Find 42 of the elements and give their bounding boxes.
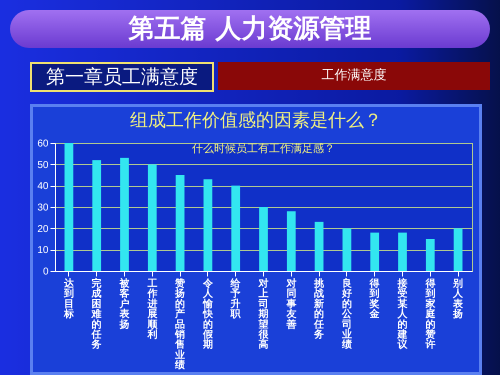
bar xyxy=(342,228,352,271)
annotation: 什么时候员工有工作满足感？ xyxy=(192,142,335,155)
category-label: 赞扬的产品销售业绩 xyxy=(175,278,186,372)
y-tick-label: 50 xyxy=(37,160,49,171)
bar xyxy=(120,158,129,271)
x-tick-label: 挑战新的任务 xyxy=(313,278,326,340)
x-tick-label: 别人表扬 xyxy=(452,278,464,320)
x-tick-label: 良好的公司业绩 xyxy=(340,278,353,351)
y-tick-label: 0 xyxy=(42,266,49,278)
bar xyxy=(148,164,157,271)
chart-subtitle: 组成工作价值感的因素是什么？ xyxy=(129,109,383,132)
text: 第一章员工满意度 xyxy=(30,62,214,92)
bar xyxy=(64,143,74,271)
bar xyxy=(286,211,296,271)
x-tick-label: 接受某人的建议 xyxy=(396,278,408,351)
text: 工作满意度 xyxy=(218,62,490,90)
bar xyxy=(259,207,268,271)
x-tick-label: 得到奖金 xyxy=(368,278,381,320)
x-tick-label: 令人愉快的假期 xyxy=(202,278,214,351)
bar xyxy=(454,228,462,271)
bar xyxy=(398,232,407,271)
bar xyxy=(231,186,240,271)
x-tick-label: 达到目标 xyxy=(62,278,75,320)
x-tick-label: 对上司期望很高 xyxy=(258,278,270,351)
bar xyxy=(92,160,102,271)
x-tick-label: 工作进展顺利 xyxy=(146,278,158,340)
y-tick-label: 60 xyxy=(37,138,49,150)
bar xyxy=(426,239,435,271)
y-tick-label: 20 xyxy=(37,224,49,235)
x-tick-label: 对同事友善 xyxy=(285,278,296,330)
x-tick-label: 被客户表扬 xyxy=(118,278,130,330)
y-tick-label: 10 xyxy=(37,245,49,256)
x-tick-label: 得到家庭的赞许 xyxy=(424,278,436,351)
y-tick-label: 30 xyxy=(37,202,49,214)
x-tick-label: 完成困难的任务 xyxy=(90,278,102,351)
bar xyxy=(204,179,212,271)
bar xyxy=(176,175,184,271)
bar xyxy=(370,232,380,271)
x-tick-label: 给予升职 xyxy=(230,278,242,320)
chart-title: 第五篇 人力资源管理 xyxy=(10,10,490,48)
y-tick-label: 40 xyxy=(37,181,49,192)
bar xyxy=(314,222,324,271)
